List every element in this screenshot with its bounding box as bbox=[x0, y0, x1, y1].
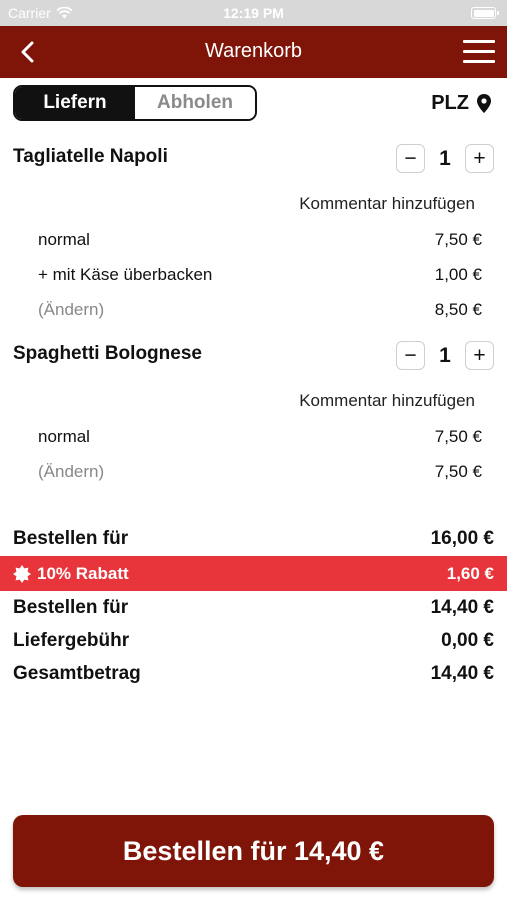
option-line: (Ändern) 7,50 € bbox=[38, 462, 482, 482]
total-row: Gesamtbetrag 14,40 € bbox=[13, 663, 494, 685]
quantity-stepper: − 1 + bbox=[396, 341, 494, 370]
item-total-price: 7,50 € bbox=[434, 462, 482, 481]
plz-label: PLZ bbox=[431, 92, 469, 114]
option-label: normal bbox=[38, 427, 90, 446]
back-button[interactable] bbox=[12, 36, 44, 68]
after-discount-row: Bestellen für 14,40 € bbox=[13, 597, 494, 619]
add-comment-link[interactable]: Kommentar hinzufügen bbox=[299, 194, 475, 213]
nav-bar: Warenkorb bbox=[0, 26, 507, 78]
total-label: Gesamtbetrag bbox=[13, 663, 141, 684]
location-pin-icon bbox=[477, 94, 491, 113]
item-total-price: 8,50 € bbox=[434, 300, 482, 319]
subtotal-value: 16,00 € bbox=[430, 528, 494, 549]
option-price: 7,50 € bbox=[434, 230, 482, 249]
option-line: + mit Käse überbacken 1,00 € bbox=[38, 265, 482, 285]
hamburger-menu-icon[interactable] bbox=[461, 36, 497, 68]
delivery-fee-label: Liefergebühr bbox=[13, 630, 130, 651]
delivery-fee-row: Liefergebühr 0,00 € bbox=[13, 630, 494, 652]
option-price: 1,00 € bbox=[434, 265, 482, 284]
order-button[interactable]: Bestellen für 14,40 € bbox=[13, 815, 494, 887]
subtotal-row: Bestellen für 16,00 € bbox=[13, 528, 494, 550]
discount-label: 10% Rabatt bbox=[37, 563, 129, 583]
discount-row: 10% Rabatt 1,60 € bbox=[0, 556, 507, 591]
tab-abholen[interactable]: Abholen bbox=[135, 87, 255, 119]
add-comment-link[interactable]: Kommentar hinzufügen bbox=[299, 391, 475, 410]
decrease-button[interactable]: − bbox=[396, 341, 425, 370]
total-value: 14,40 € bbox=[430, 663, 494, 684]
delivery-mode-switch: Liefern Abholen bbox=[13, 85, 257, 121]
option-line: (Ändern) 8,50 € bbox=[38, 300, 482, 320]
plz-button[interactable]: PLZ bbox=[431, 92, 491, 115]
wifi-icon bbox=[56, 7, 73, 19]
option-line: normal 7,50 € bbox=[38, 427, 482, 447]
decrease-button[interactable]: − bbox=[396, 144, 425, 173]
after-discount-label: Bestellen für bbox=[13, 597, 129, 618]
status-time: 12:19 PM bbox=[223, 5, 284, 21]
delivery-fee-value: 0,00 € bbox=[441, 630, 494, 651]
page-title: Warenkorb bbox=[204, 40, 303, 62]
change-link[interactable]: (Ändern) bbox=[38, 300, 105, 319]
item-name: Spaghetti Bolognese bbox=[13, 343, 202, 364]
item-name: Tagliatelle Napoli bbox=[13, 146, 168, 167]
battery-icon bbox=[471, 7, 499, 19]
chevron-left-icon bbox=[21, 41, 34, 63]
carrier-label: Carrier bbox=[8, 5, 51, 21]
quantity-value: 1 bbox=[439, 146, 451, 170]
increase-button[interactable]: + bbox=[465, 144, 494, 173]
option-line: normal 7,50 € bbox=[38, 230, 482, 250]
quantity-value: 1 bbox=[439, 343, 451, 367]
quantity-stepper: − 1 + bbox=[396, 144, 494, 173]
after-discount-value: 14,40 € bbox=[430, 597, 494, 618]
subtotal-label: Bestellen für bbox=[13, 528, 129, 549]
discount-badge-icon bbox=[13, 564, 31, 583]
option-price: 7,50 € bbox=[434, 427, 482, 446]
discount-value: 1,60 € bbox=[446, 563, 494, 583]
option-label: + mit Käse überbacken bbox=[38, 265, 213, 284]
tab-liefern[interactable]: Liefern bbox=[15, 87, 135, 119]
carrier-info: Carrier bbox=[8, 5, 73, 21]
change-link[interactable]: (Ändern) bbox=[38, 462, 105, 481]
status-bar: Carrier 12:19 PM bbox=[0, 0, 507, 26]
increase-button[interactable]: + bbox=[465, 341, 494, 370]
option-label: normal bbox=[38, 230, 90, 249]
